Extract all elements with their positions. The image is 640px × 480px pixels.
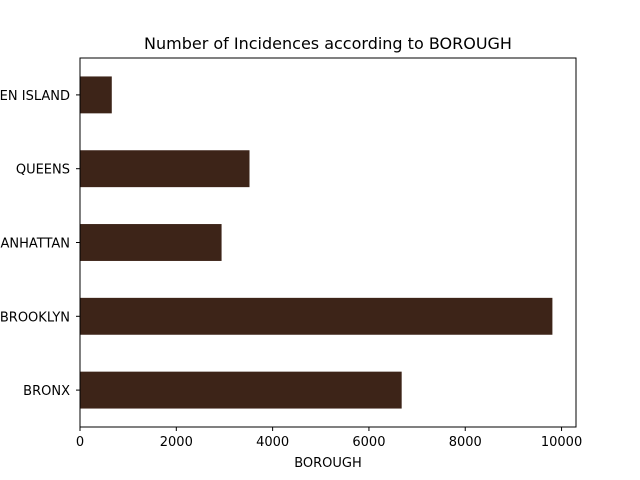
bar-queens	[80, 150, 250, 188]
category-label-staten-island: STATEN ISLAND	[0, 89, 70, 104]
bar-bronx	[80, 371, 402, 409]
bar-manhattan	[80, 224, 222, 261]
bars-group	[80, 76, 553, 409]
category-label-manhattan: MANHATTAN	[0, 237, 70, 252]
category-label-queens: QUEENS	[16, 163, 70, 178]
x-axis-ticks: 0 2000 4000 6000 8000 10000	[76, 427, 582, 450]
x-axis-label: BOROUGH	[294, 456, 362, 471]
category-labels: BRONX BROOKLYN MANHATTAN QUEENS STATEN ISLAN…	[0, 89, 80, 399]
x-tick-label: 2000	[160, 435, 193, 450]
x-tick-label: 6000	[352, 435, 385, 450]
plot-frame	[79, 57, 577, 428]
chart-title: Number of Incidences according to BOROUG…	[144, 34, 512, 53]
x-tick-label: 0	[76, 435, 84, 450]
bar-brooklyn	[80, 297, 553, 335]
x-tick-label: 10000	[541, 435, 582, 450]
bar-staten-island	[80, 76, 112, 114]
x-tick-label: 4000	[256, 435, 289, 450]
x-tick-label: 8000	[449, 435, 482, 450]
category-label-brooklyn: BROOKLYN	[0, 310, 70, 325]
category-label-bronx: BRONX	[23, 384, 70, 399]
